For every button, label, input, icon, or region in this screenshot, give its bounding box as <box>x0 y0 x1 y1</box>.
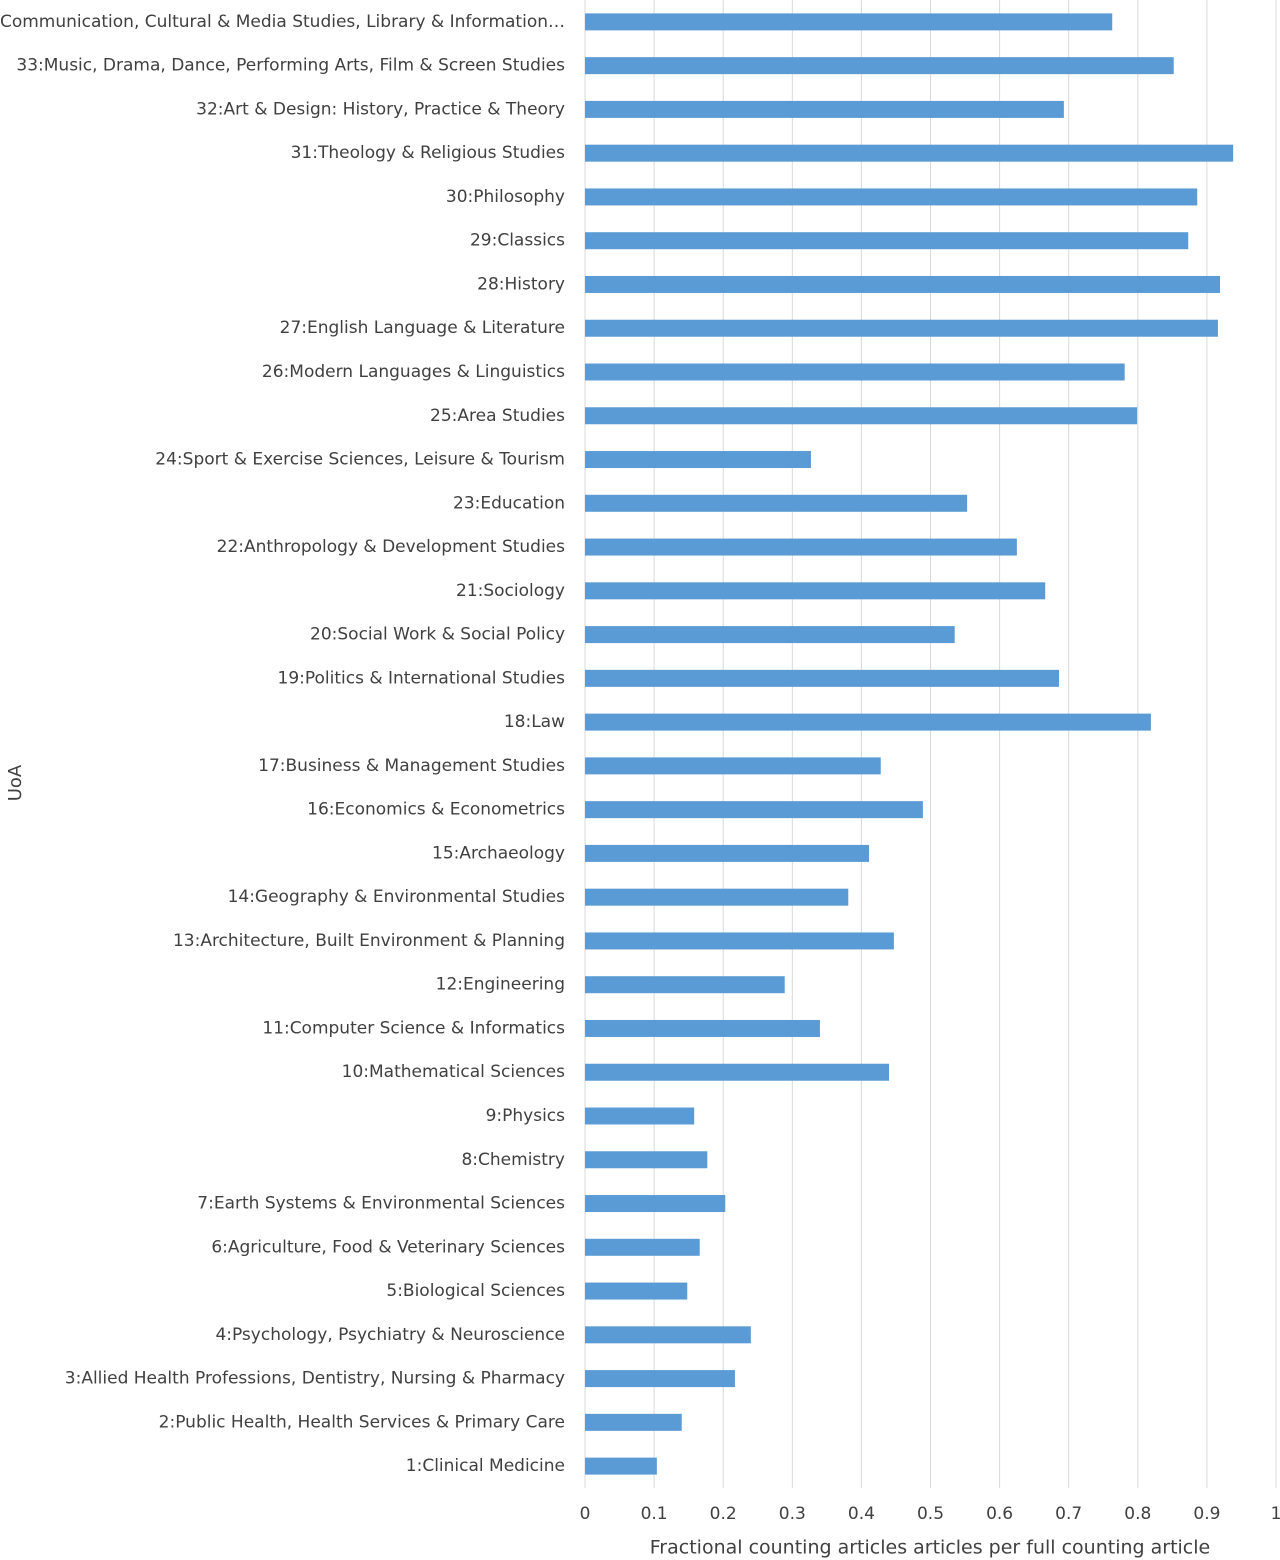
bar <box>585 1413 682 1431</box>
bar <box>585 1326 751 1344</box>
bar <box>585 1238 700 1256</box>
y-tick-label: 14:Geography & Environmental Studies <box>228 887 566 907</box>
y-tick-label: 6:Agriculture, Food & Veterinary Science… <box>211 1237 565 1257</box>
x-tick-label: 0.4 <box>848 1504 875 1524</box>
bar <box>585 319 1218 337</box>
bar <box>585 582 1046 600</box>
bar <box>585 1282 688 1300</box>
x-tick-label: 1 <box>1271 1504 1280 1524</box>
y-tick-label: 32:Art & Design: History, Practice & The… <box>196 99 565 119</box>
x-tick-label: 0.8 <box>1124 1504 1151 1524</box>
y-tick-label: 1:Clinical Medicine <box>406 1456 565 1476</box>
x-tick-label: 0 <box>580 1504 591 1524</box>
x-axis-title: Fractional counting articles articles pe… <box>650 1537 1210 1559</box>
y-tick-label: 12:Engineering <box>436 975 565 995</box>
x-tick-label: 0.1 <box>641 1504 668 1524</box>
bar <box>585 275 1221 293</box>
bar <box>585 407 1138 425</box>
bar <box>585 1195 726 1213</box>
bar <box>585 932 894 950</box>
y-tick-label: 13:Architecture, Built Environment & Pla… <box>173 931 565 951</box>
x-tick-label: 0.9 <box>1193 1504 1220 1524</box>
bar <box>585 888 849 906</box>
bar <box>585 757 881 775</box>
y-tick-label: 18:Law <box>504 712 565 732</box>
y-tick-label: 11:Computer Science & Informatics <box>262 1018 565 1038</box>
y-tick-label: 8:Chemistry <box>461 1150 565 1170</box>
y-tick-label: 21:Sociology <box>456 581 565 601</box>
bar <box>585 801 923 819</box>
y-tick-label: 7:Earth Systems & Environmental Sciences <box>197 1194 565 1214</box>
y-tick-label: 2:Public Health, Health Services & Prima… <box>159 1412 565 1432</box>
y-tick-label: 29:Classics <box>470 231 565 251</box>
bar <box>585 1370 735 1388</box>
y-tick-label: 22:Anthropology & Development Studies <box>217 537 566 557</box>
y-tick-label: 16:Economics & Econometrics <box>307 800 565 820</box>
bar <box>585 451 811 469</box>
x-tick-label: 0.7 <box>1055 1504 1082 1524</box>
x-tick-label: 0.3 <box>779 1504 806 1524</box>
bar <box>585 976 785 994</box>
y-tick-label: 28:History <box>477 274 565 294</box>
y-tick-label: 26:Modern Languages & Linguistics <box>262 362 565 382</box>
bar <box>585 713 1151 731</box>
y-tick-label: 25:Area Studies <box>430 406 565 426</box>
y-tick-label: 9:Physics <box>486 1106 566 1126</box>
y-tick-label: 33:Music, Drama, Dance, Performing Arts,… <box>16 56 565 76</box>
bar <box>585 1019 820 1037</box>
y-tick-label: 30:Philosophy <box>446 187 565 207</box>
bar <box>585 1151 708 1169</box>
x-tick-label: 0.5 <box>917 1504 944 1524</box>
bar <box>585 57 1174 75</box>
y-tick-label: 10:Mathematical Sciences <box>342 1062 566 1082</box>
y-tick-label: 27:English Language & Literature <box>280 318 565 338</box>
y-tick-label: 31:Theology & Religious Studies <box>291 143 566 163</box>
y-axis-title: UoA <box>5 764 26 801</box>
bar <box>585 538 1017 556</box>
x-tick-label: 0.6 <box>986 1504 1013 1524</box>
y-tick-label: 5:Biological Sciences <box>386 1281 565 1301</box>
bar <box>585 188 1198 206</box>
bar <box>585 144 1234 162</box>
bar <box>585 626 955 644</box>
bar <box>585 232 1189 250</box>
y-tick-label: 23:Education <box>453 493 565 513</box>
y-tick-label: 17:Business & Management Studies <box>258 756 565 776</box>
y-tick-label: 3:Allied Health Professions, Dentistry, … <box>65 1369 565 1389</box>
bar <box>585 100 1064 118</box>
y-tick-label: 24:Sport & Exercise Sciences, Leisure & … <box>155 450 565 470</box>
y-tick-label: 15:Archaeology <box>432 843 565 863</box>
y-tick-label: 19:Politics & International Studies <box>278 668 566 688</box>
y-tick-label: 20:Social Work & Social Policy <box>310 625 565 645</box>
bar <box>585 494 968 512</box>
bar <box>585 363 1125 381</box>
x-tick-label: 0.2 <box>710 1504 737 1524</box>
bar <box>585 13 1113 31</box>
bar <box>585 669 1060 687</box>
bar <box>585 844 870 862</box>
bar <box>585 1063 890 1081</box>
y-tick-label: 34:Communication, Cultural & Media Studi… <box>0 12 565 32</box>
bar <box>585 1457 657 1475</box>
y-tick-label: 4:Psychology, Psychiatry & Neuroscience <box>215 1325 565 1345</box>
bar <box>585 1107 695 1125</box>
